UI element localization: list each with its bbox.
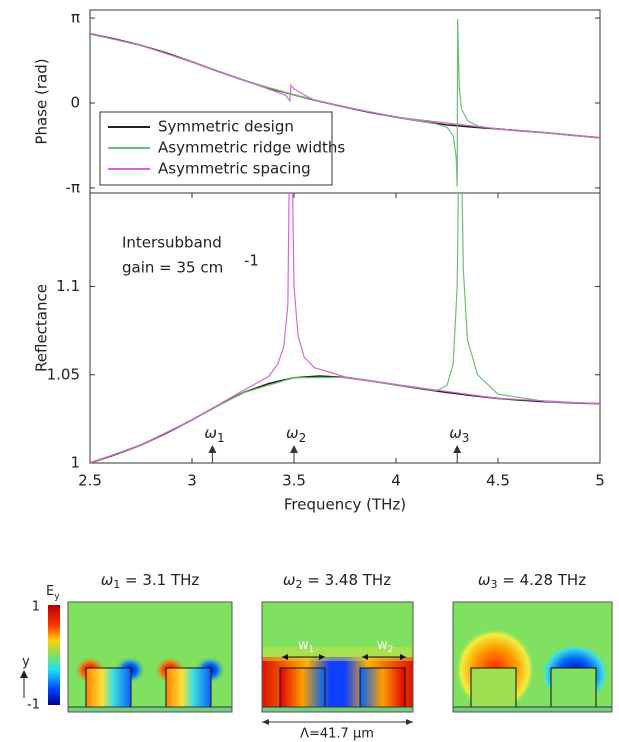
marker-arrowhead [208, 445, 217, 453]
width-label: w1 [298, 638, 314, 655]
annotation-text: gain = 35 cm [122, 259, 223, 277]
field-map-2: w1 w2 Λ=41.7 μm ω2 = 3.48 THz [261, 571, 414, 742]
y-tick-label: 1 [70, 454, 80, 472]
marker-symbol: ω [286, 424, 299, 442]
marker-label: ω3 [449, 424, 469, 445]
colorbar-scale [48, 605, 60, 705]
width-label-sub: 2 [388, 645, 394, 655]
field-map-3: ω3 = 4.28 THz [452, 571, 613, 713]
panel-text: = 4.28 THz [497, 571, 586, 589]
x-tick-label: 4.5 [486, 472, 510, 490]
colorbar-label: Ey [46, 584, 60, 602]
y-tick-label: 0 [70, 93, 80, 111]
y-tick-label: -π [66, 178, 80, 196]
panel-symbol: ω [101, 571, 114, 589]
series-line [90, 193, 600, 463]
panel-text: = 3.48 THz [302, 571, 391, 589]
marker-label: ω2 [286, 424, 306, 445]
x-tick-label: 3 [187, 472, 197, 490]
x-tick-label: 5 [595, 472, 605, 490]
period-label: Λ=41.7 μm [300, 727, 374, 742]
legend-label: Asymmetric ridge widths [158, 139, 345, 157]
series-line [90, 33, 600, 139]
x-axis-label: Frequency (THz) [284, 496, 406, 514]
axis-arrowhead [20, 670, 28, 678]
x-tick-label: 3.5 [282, 472, 306, 490]
panel-sub: 3 [490, 578, 497, 591]
marker-arrowhead [453, 445, 462, 453]
panel-frame [67, 601, 233, 713]
marker-sub: 1 [217, 431, 225, 445]
marker-sub: 3 [462, 431, 470, 445]
colorbar-min: -1 [27, 698, 40, 713]
panel-sub: 2 [295, 578, 302, 591]
panel-symbol: ω [283, 571, 296, 589]
y-tick-label: 1.05 [47, 365, 80, 383]
y-tick-label: π [71, 9, 80, 27]
width-label-main: w [377, 638, 388, 653]
series-line [90, 19, 600, 187]
width-label: w2 [377, 638, 393, 655]
annotation-superscript: -1 [244, 252, 259, 270]
annotation-text: Intersubband [122, 234, 222, 252]
axis-label: y [22, 655, 30, 670]
panel-title: ω3 = 4.28 THz [478, 571, 586, 592]
panel-title: ω2 = 3.48 THz [283, 571, 391, 592]
panel-text: = 3.1 THz [120, 571, 199, 589]
field-map-1: ω1 = 3.1 THz [67, 571, 233, 713]
legend-label: Symmetric design [158, 118, 294, 136]
panel-sub: 1 [113, 578, 120, 591]
width-label-sub: 1 [309, 645, 315, 655]
panel-symbol: ω [478, 571, 491, 589]
colorbar: Ey 1 -1 y [20, 584, 60, 713]
marker-arrowhead [290, 445, 298, 453]
panel-title: ω1 = 3.1 THz [101, 571, 200, 592]
y-axis-label: Phase (rad) [33, 58, 51, 144]
panel-frame [452, 601, 613, 713]
x-tick-label: 2.5 [78, 472, 102, 490]
width-label-main: w [298, 638, 309, 653]
colorbar-label-sub: y [54, 592, 60, 602]
marker-sub: 2 [299, 431, 307, 445]
marker-label: ω1 [204, 424, 224, 445]
x-tick-label: 4 [391, 472, 401, 490]
legend-label: Asymmetric spacing [158, 160, 311, 178]
y-tick-label: 1.1 [56, 277, 80, 295]
field-map-view [453, 602, 612, 712]
panel-frame [261, 601, 414, 713]
colorbar-label-main: E [46, 584, 54, 599]
marker-symbol: ω [449, 424, 462, 442]
field-map-view [68, 602, 232, 712]
plot-frame [89, 192, 601, 464]
series-line [90, 375, 600, 463]
marker-symbol: ω [204, 424, 217, 442]
y-axis-label: Reflectance [33, 284, 51, 372]
colorbar-max: 1 [32, 600, 40, 615]
series-line [90, 193, 600, 463]
